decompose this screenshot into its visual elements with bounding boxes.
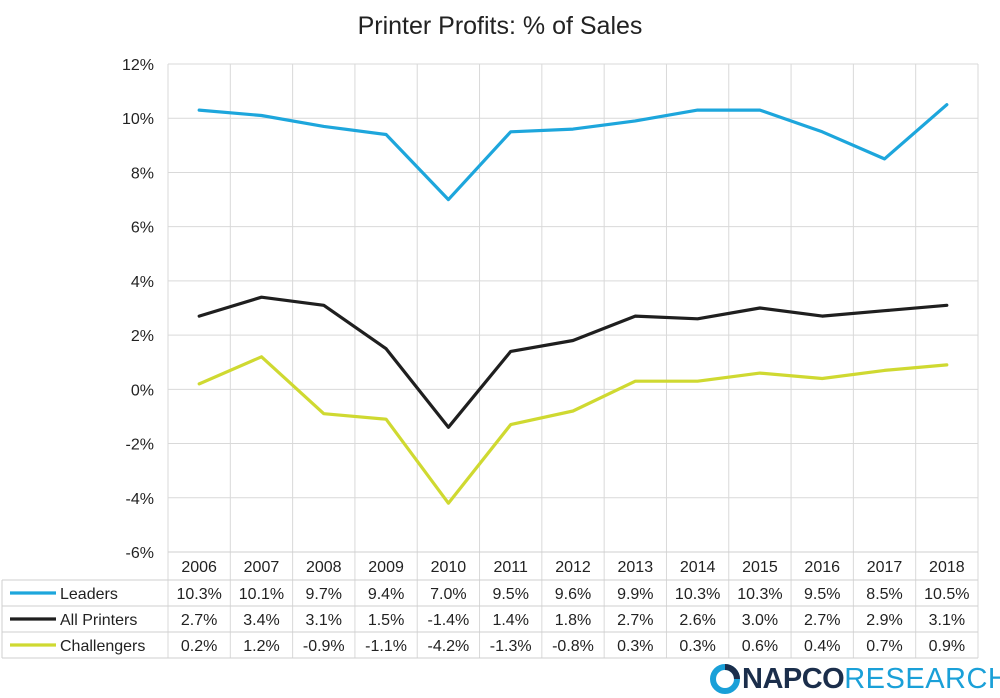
y-tick-label: 8% xyxy=(131,165,154,182)
data-table-cell: 2.9% xyxy=(866,612,902,629)
data-table-cell: -1.1% xyxy=(365,638,407,655)
x-tick-label: 2009 xyxy=(368,559,404,576)
data-table-cell: 9.5% xyxy=(804,586,840,603)
data-table-cell: 10.3% xyxy=(737,586,782,603)
x-tick-label: 2015 xyxy=(742,559,778,576)
data-table-cell: 3.4% xyxy=(243,612,279,629)
x-tick-label: 2016 xyxy=(804,559,840,576)
data-table-cell: 1.4% xyxy=(492,612,528,629)
data-table-cell: 2.7% xyxy=(617,612,653,629)
data-table-cell: 8.5% xyxy=(866,586,902,603)
data-table-cell: 9.4% xyxy=(368,586,404,603)
data-table-cell: 7.0% xyxy=(430,586,466,603)
y-tick-label: -2% xyxy=(126,437,154,454)
logo-mark-icon xyxy=(710,664,740,694)
logo-text-research: RESEARCH xyxy=(844,663,1000,695)
legend-label: Challengers xyxy=(60,638,145,655)
data-table-cell: 10.5% xyxy=(924,586,969,603)
series-line-challengers xyxy=(197,355,949,505)
x-tick-label: 2013 xyxy=(618,559,654,576)
data-table-cell: 0.9% xyxy=(929,638,965,655)
data-table-cell: 3.0% xyxy=(742,612,778,629)
chart-title: Printer Profits: % of Sales xyxy=(357,12,643,40)
data-table-cell: 10.1% xyxy=(239,586,284,603)
data-table-cell: 3.1% xyxy=(306,612,342,629)
x-tick-label: 2006 xyxy=(181,559,217,576)
y-tick-label: 2% xyxy=(131,328,154,345)
data-table-cell: 10.3% xyxy=(675,586,720,603)
x-tick-label: 2018 xyxy=(929,559,965,576)
y-tick-label: 12% xyxy=(122,57,154,74)
data-table-cell: 1.5% xyxy=(368,612,404,629)
y-tick-label: -6% xyxy=(126,545,154,562)
y-tick-label: 10% xyxy=(122,111,154,128)
data-table-cell: 9.6% xyxy=(555,586,591,603)
legend-label: All Printers xyxy=(60,612,137,629)
data-table-cell: 0.6% xyxy=(742,638,778,655)
data-table-cell: 0.4% xyxy=(804,638,840,655)
data-table-cell: 10.3% xyxy=(176,586,221,603)
data-table-cell: -1.3% xyxy=(490,638,532,655)
data-table-cell: 9.9% xyxy=(617,586,653,603)
napco-research-logo: NAPCO RESEARCH xyxy=(708,662,1000,696)
legend-label: Leaders xyxy=(60,586,118,603)
data-table-cell: 2.6% xyxy=(679,612,715,629)
data-table-cell: -0.8% xyxy=(552,638,594,655)
data-table-cell: 1.2% xyxy=(243,638,279,655)
data-table-cell: 2.7% xyxy=(804,612,840,629)
data-table-cell: 2.7% xyxy=(181,612,217,629)
data-table-cell: 0.3% xyxy=(679,638,715,655)
x-tick-label: 2010 xyxy=(431,559,467,576)
data-table-cell: 1.8% xyxy=(555,612,591,629)
x-tick-label: 2008 xyxy=(306,559,342,576)
series-line-leaders xyxy=(197,103,949,202)
data-table-cell: 0.3% xyxy=(617,638,653,655)
data-table-cell: 9.7% xyxy=(306,586,342,603)
y-tick-label: 6% xyxy=(131,220,154,237)
data-table-cell: 0.7% xyxy=(866,638,902,655)
y-tick-label: 0% xyxy=(131,382,154,399)
y-tick-label: -4% xyxy=(126,491,154,508)
y-tick-label: 4% xyxy=(131,274,154,291)
x-tick-label: 2011 xyxy=(493,559,528,576)
data-table-cell: 0.2% xyxy=(181,638,217,655)
x-tick-label: 2014 xyxy=(680,559,716,576)
logo-text-napco: NAPCO xyxy=(742,663,845,695)
data-table-cell: -4.2% xyxy=(427,638,469,655)
x-tick-label: 2007 xyxy=(244,559,280,576)
series-line-all-printers xyxy=(197,295,949,429)
x-tick-label: 2012 xyxy=(555,559,591,576)
data-table-cell: 9.5% xyxy=(492,586,528,603)
x-tick-label: 2017 xyxy=(867,559,903,576)
data-table-cell: -1.4% xyxy=(427,612,469,629)
data-table-cell: -0.9% xyxy=(303,638,345,655)
data-table-cell: 3.1% xyxy=(929,612,965,629)
